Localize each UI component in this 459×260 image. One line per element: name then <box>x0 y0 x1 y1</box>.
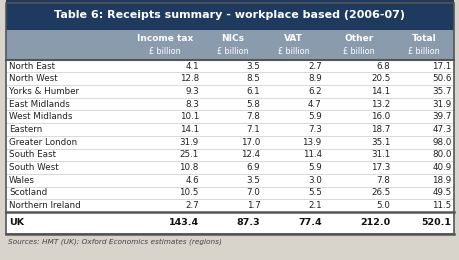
Text: 12.8: 12.8 <box>179 74 198 83</box>
Text: 5.5: 5.5 <box>307 188 321 197</box>
Text: Table 6: Receipts summary - workplace based (2006-07): Table 6: Receipts summary - workplace ba… <box>54 10 405 20</box>
Text: 7.8: 7.8 <box>375 176 389 185</box>
Text: 80.0: 80.0 <box>431 150 451 159</box>
Text: 7.8: 7.8 <box>246 112 260 121</box>
Text: NICs: NICs <box>220 34 243 43</box>
Text: West Midlands: West Midlands <box>9 112 73 121</box>
Text: 13.2: 13.2 <box>370 100 389 109</box>
Text: 16.0: 16.0 <box>370 112 389 121</box>
Text: 87.3: 87.3 <box>236 218 260 228</box>
Text: 8.3: 8.3 <box>185 100 198 109</box>
Text: Total: Total <box>410 34 435 43</box>
Text: 4.7: 4.7 <box>308 100 321 109</box>
Text: 3.5: 3.5 <box>246 62 260 71</box>
Bar <box>6 0 453 30</box>
Text: 17.1: 17.1 <box>431 62 451 71</box>
Text: 6.1: 6.1 <box>246 87 260 96</box>
Text: South East: South East <box>9 150 56 159</box>
Text: £ billion: £ billion <box>216 47 248 56</box>
Text: Wales: Wales <box>9 176 35 185</box>
Text: 6.8: 6.8 <box>376 62 389 71</box>
Text: 5.8: 5.8 <box>246 100 260 109</box>
Text: 47.3: 47.3 <box>431 125 451 134</box>
Text: 4.1: 4.1 <box>185 62 198 71</box>
Text: 31.9: 31.9 <box>431 100 451 109</box>
Text: 12.4: 12.4 <box>241 150 260 159</box>
Bar <box>6 3 453 234</box>
Text: UK: UK <box>9 218 24 228</box>
Text: 6.9: 6.9 <box>246 163 260 172</box>
Text: 143.4: 143.4 <box>168 218 198 228</box>
Text: 8.9: 8.9 <box>308 74 321 83</box>
Text: 77.4: 77.4 <box>297 218 321 228</box>
Text: 20.5: 20.5 <box>370 74 389 83</box>
Text: 14.1: 14.1 <box>370 87 389 96</box>
Text: 212.0: 212.0 <box>359 218 389 228</box>
Text: 10.8: 10.8 <box>179 163 198 172</box>
Text: 520.1: 520.1 <box>421 218 451 228</box>
Text: 5.9: 5.9 <box>308 112 321 121</box>
Text: 7.3: 7.3 <box>307 125 321 134</box>
Text: 31.9: 31.9 <box>179 138 198 147</box>
Text: 9.3: 9.3 <box>185 87 198 96</box>
Text: 39.7: 39.7 <box>431 112 451 121</box>
Text: 13.9: 13.9 <box>302 138 321 147</box>
Text: 3.0: 3.0 <box>307 176 321 185</box>
Text: 7.1: 7.1 <box>246 125 260 134</box>
Text: Yorks & Humber: Yorks & Humber <box>9 87 79 96</box>
Text: £ billion: £ billion <box>342 47 374 56</box>
Bar <box>6 30 453 60</box>
Text: 8.5: 8.5 <box>246 74 260 83</box>
Text: 10.1: 10.1 <box>179 112 198 121</box>
Text: 5.0: 5.0 <box>375 201 389 210</box>
Text: North West: North West <box>9 74 58 83</box>
Text: Sources: HMT (UK); Oxford Economics estimates (regions): Sources: HMT (UK); Oxford Economics esti… <box>8 239 221 245</box>
Text: 49.5: 49.5 <box>431 188 451 197</box>
Text: 2.1: 2.1 <box>308 201 321 210</box>
Text: 3.5: 3.5 <box>246 176 260 185</box>
Text: £ billion: £ billion <box>149 47 180 56</box>
Text: 17.3: 17.3 <box>370 163 389 172</box>
Text: 18.9: 18.9 <box>431 176 451 185</box>
Text: 50.6: 50.6 <box>431 74 451 83</box>
Text: Income tax: Income tax <box>137 34 193 43</box>
Text: 10.5: 10.5 <box>179 188 198 197</box>
Text: Eastern: Eastern <box>9 125 42 134</box>
Text: 4.6: 4.6 <box>185 176 198 185</box>
Text: East Midlands: East Midlands <box>9 100 70 109</box>
Text: 98.0: 98.0 <box>431 138 451 147</box>
Text: £ billion: £ billion <box>277 47 309 56</box>
Text: 5.9: 5.9 <box>308 163 321 172</box>
Text: 11.4: 11.4 <box>302 150 321 159</box>
Text: Greater London: Greater London <box>9 138 77 147</box>
Text: 14.1: 14.1 <box>179 125 198 134</box>
Text: 2.7: 2.7 <box>308 62 321 71</box>
Text: 11.5: 11.5 <box>431 201 451 210</box>
Text: 40.9: 40.9 <box>431 163 451 172</box>
Text: South West: South West <box>9 163 59 172</box>
Text: 31.1: 31.1 <box>370 150 389 159</box>
Text: 25.1: 25.1 <box>179 150 198 159</box>
Bar <box>6 212 453 234</box>
Text: 1.7: 1.7 <box>246 201 260 210</box>
Text: 35.1: 35.1 <box>370 138 389 147</box>
Text: 17.0: 17.0 <box>241 138 260 147</box>
Text: 35.7: 35.7 <box>431 87 451 96</box>
Text: 2.7: 2.7 <box>185 201 198 210</box>
Text: 6.2: 6.2 <box>308 87 321 96</box>
Text: 26.5: 26.5 <box>370 188 389 197</box>
Text: 7.0: 7.0 <box>246 188 260 197</box>
Text: North East: North East <box>9 62 55 71</box>
Bar <box>6 60 453 212</box>
Text: Other: Other <box>343 34 373 43</box>
Text: VAT: VAT <box>284 34 302 43</box>
Text: Scotland: Scotland <box>9 188 47 197</box>
Text: 18.7: 18.7 <box>370 125 389 134</box>
Text: Northern Ireland: Northern Ireland <box>9 201 81 210</box>
Text: £ billion: £ billion <box>407 47 439 56</box>
